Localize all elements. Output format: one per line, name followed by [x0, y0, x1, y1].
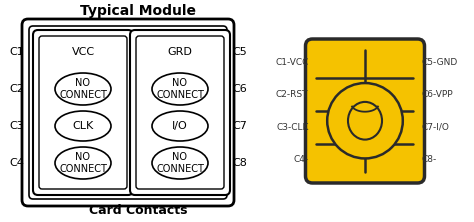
Ellipse shape	[152, 147, 208, 179]
Text: NO
CONNECT: NO CONNECT	[156, 152, 204, 174]
Text: Typical Module: Typical Module	[80, 4, 196, 18]
Text: GRD: GRD	[168, 47, 192, 57]
Text: C4: C4	[9, 158, 24, 168]
Text: Card Contacts: Card Contacts	[89, 204, 187, 217]
Text: C5-GND: C5-GND	[421, 58, 458, 67]
FancyBboxPatch shape	[29, 26, 227, 199]
Text: CLK: CLK	[73, 121, 94, 131]
Text: VCC: VCC	[72, 47, 94, 57]
Text: C6-VPP: C6-VPP	[421, 90, 453, 99]
FancyBboxPatch shape	[130, 30, 230, 195]
Text: C5: C5	[232, 47, 247, 57]
Ellipse shape	[55, 147, 111, 179]
Text: NO
CONNECT: NO CONNECT	[59, 78, 107, 100]
Ellipse shape	[55, 111, 111, 141]
Text: C3-CLK: C3-CLK	[276, 123, 309, 132]
Text: C7-I/O: C7-I/O	[421, 123, 449, 132]
Text: C3: C3	[9, 121, 24, 131]
Ellipse shape	[152, 73, 208, 105]
Ellipse shape	[327, 83, 403, 159]
FancyBboxPatch shape	[136, 36, 224, 189]
FancyBboxPatch shape	[33, 30, 133, 195]
Text: C2-RST: C2-RST	[276, 90, 309, 99]
Ellipse shape	[55, 73, 111, 105]
Text: C6: C6	[232, 84, 247, 94]
Ellipse shape	[348, 102, 382, 140]
Text: C2: C2	[9, 84, 24, 94]
Text: C1: C1	[9, 47, 24, 57]
Text: C8: C8	[232, 158, 247, 168]
Text: NO
CONNECT: NO CONNECT	[59, 152, 107, 174]
Text: C8-: C8-	[421, 155, 437, 164]
Text: C7: C7	[232, 121, 247, 131]
Text: C1-VCC: C1-VCC	[275, 58, 309, 67]
FancyBboxPatch shape	[39, 36, 127, 189]
FancyBboxPatch shape	[306, 39, 425, 183]
Text: I/O: I/O	[172, 121, 188, 131]
Text: C4-: C4-	[293, 155, 309, 164]
FancyBboxPatch shape	[22, 19, 234, 206]
Text: NO
CONNECT: NO CONNECT	[156, 78, 204, 100]
Ellipse shape	[152, 111, 208, 141]
